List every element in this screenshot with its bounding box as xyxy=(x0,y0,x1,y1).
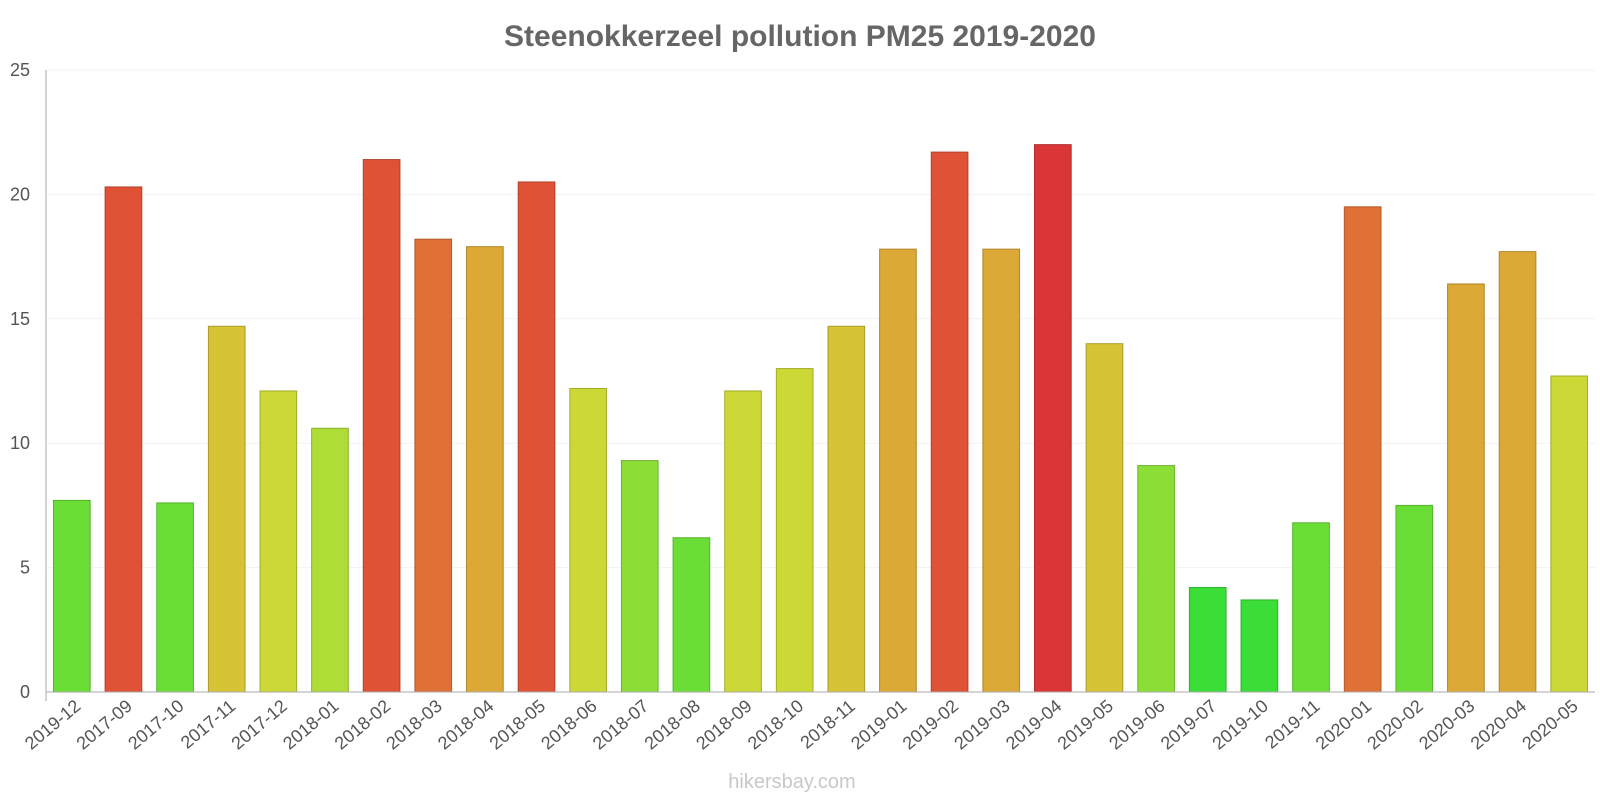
bar-2018-07[interactable] xyxy=(620,460,659,693)
bar-2018-02[interactable] xyxy=(362,159,401,693)
bar-2017-11[interactable] xyxy=(207,325,246,693)
bar-2018-06[interactable] xyxy=(569,387,607,693)
bar-2018-11[interactable] xyxy=(827,325,866,693)
bar-2020-04[interactable] xyxy=(1498,251,1537,693)
x-tick-label: 2018-06 xyxy=(537,696,600,754)
x-tick-label: 2019-12 xyxy=(21,696,84,754)
y-tick-labels: 0 5 10 15 20 25 xyxy=(10,60,30,702)
x-tick-label: 2020-03 xyxy=(1415,696,1478,754)
bar-2019-11[interactable] xyxy=(1292,522,1330,693)
bar-2017-09[interactable] xyxy=(104,186,143,693)
bar-2018-03[interactable] xyxy=(414,238,453,693)
bar-2019-06[interactable] xyxy=(1137,465,1175,693)
bar-2019-07[interactable] xyxy=(1188,587,1227,693)
x-tick-label: 2017-12 xyxy=(227,696,290,754)
x-tick-label: 2019-03 xyxy=(950,696,1013,754)
bar-2018-04[interactable] xyxy=(466,246,504,693)
x-tick-label: 2019-02 xyxy=(899,696,962,754)
y-tick-label: 20 xyxy=(10,184,30,204)
x-tick-label: 2018-10 xyxy=(744,696,807,754)
x-tick-label: 2020-02 xyxy=(1363,696,1426,754)
watermark: hikersbay.com xyxy=(728,771,855,793)
x-tick-label: 2019-05 xyxy=(1054,696,1117,754)
bar-2018-01[interactable] xyxy=(311,427,349,693)
bar-2018-10[interactable] xyxy=(775,368,814,693)
y-tick-label: 10 xyxy=(10,433,30,453)
x-tick-label: 2018-08 xyxy=(641,696,704,754)
x-tick-label: 2019-06 xyxy=(1105,696,1168,754)
x-tick-label: 2018-07 xyxy=(589,696,652,754)
x-tick-label: 2020-05 xyxy=(1518,696,1581,754)
bar-2020-01[interactable] xyxy=(1343,206,1382,693)
y-tick-label: 25 xyxy=(10,60,30,80)
x-tick-label: 2018-02 xyxy=(331,696,394,754)
bar-2019-02[interactable] xyxy=(930,151,969,693)
x-tick-label: 2020-01 xyxy=(1312,696,1375,754)
x-tick-label: 2018-09 xyxy=(692,696,755,754)
x-tick-label: 2019-01 xyxy=(847,696,910,754)
x-tick-label: 2017-10 xyxy=(124,696,187,754)
bar-series xyxy=(52,144,1589,693)
y-tick-label: 5 xyxy=(20,558,30,578)
bar-2019-03[interactable] xyxy=(982,248,1021,693)
bar-2020-05[interactable] xyxy=(1550,375,1589,693)
bar-2018-09[interactable] xyxy=(724,390,762,693)
y-tick-label: 0 xyxy=(20,682,30,702)
bar-2019-12[interactable] xyxy=(52,499,91,693)
x-tick-label: 2019-11 xyxy=(1261,696,1323,753)
y-tick-label: 15 xyxy=(10,309,30,329)
x-tick-label: 2018-11 xyxy=(796,696,858,753)
x-tick-label: 2019-07 xyxy=(1157,696,1220,754)
x-tick-label: 2017-09 xyxy=(73,696,136,754)
bar-2019-04[interactable] xyxy=(1034,144,1072,693)
x-tick-label: 2018-04 xyxy=(434,696,497,754)
bar-2018-05[interactable] xyxy=(517,181,556,693)
x-tick-label: 2018-03 xyxy=(382,696,445,754)
axes xyxy=(45,70,1595,701)
bar-2020-02[interactable] xyxy=(1395,504,1434,693)
x-tick-label: 2019-10 xyxy=(1208,696,1271,754)
x-tick-label: 2019-04 xyxy=(1002,696,1065,754)
x-tick-labels: 2019-122017-092017-102017-112017-122018-… xyxy=(21,696,1582,754)
x-tick-label: 2018-01 xyxy=(279,696,342,754)
bar-2018-08[interactable] xyxy=(672,537,711,693)
bar-2019-10[interactable] xyxy=(1240,599,1279,693)
bar-2020-03[interactable] xyxy=(1447,283,1485,693)
bar-2017-10[interactable] xyxy=(156,502,194,693)
x-tick-label: 2020-04 xyxy=(1467,696,1530,754)
grid-lines xyxy=(46,69,1595,569)
x-tick-label: 2017-11 xyxy=(177,696,239,753)
chart-title: Steenokkerzeel pollution PM25 2019-2020 xyxy=(504,20,1096,53)
x-tick-label: 2018-05 xyxy=(486,696,549,754)
bar-2019-01[interactable] xyxy=(879,248,917,693)
bar-2017-12[interactable] xyxy=(259,390,298,693)
bar-2019-05[interactable] xyxy=(1085,343,1124,693)
